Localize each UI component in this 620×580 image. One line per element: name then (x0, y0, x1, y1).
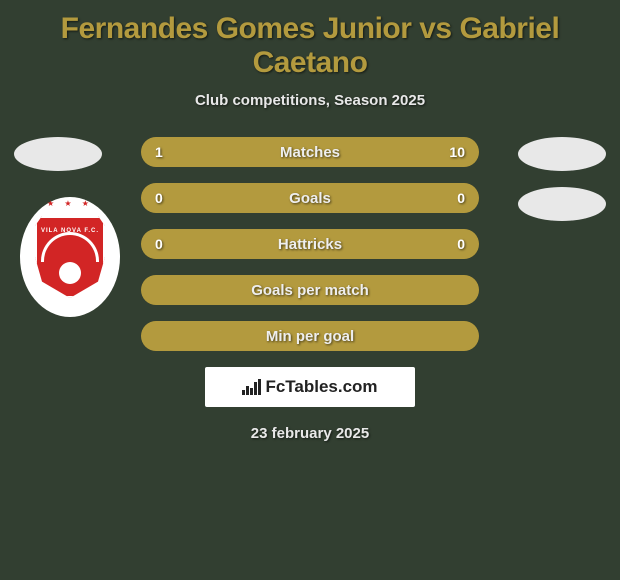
stat-row: 00Goals (141, 183, 479, 213)
stat-row: Min per goal (141, 321, 479, 351)
brand-text: FcTables.com (265, 377, 377, 397)
page-title: Fernandes Gomes Junior vs Gabriel Caetan… (0, 0, 620, 84)
bar-chart-icon (242, 379, 261, 395)
stat-label: Min per goal (141, 328, 479, 345)
stat-row: Goals per match (141, 275, 479, 305)
brand-logo[interactable]: FcTables.com (205, 367, 415, 407)
stat-bars: 110Matches 00Goals 00Hattricks Goals per ma… (141, 137, 479, 351)
stat-label: Hattricks (141, 236, 479, 253)
stat-label: Goals per match (141, 282, 479, 299)
stat-label: Matches (141, 144, 479, 161)
stat-label: Goals (141, 190, 479, 207)
player-left-avatar-placeholder (14, 137, 102, 171)
player-right-avatar-placeholder (518, 137, 606, 171)
comparison-content: ★ ★ ★ VILA NOVA F.C. 110Matches 00Goals 00… (0, 137, 620, 442)
badge-ball-icon (59, 262, 81, 284)
subtitle: Club competitions, Season 2025 (0, 92, 620, 109)
badge-stars-icon: ★ ★ ★ (47, 199, 93, 208)
footer-date: 23 february 2025 (0, 425, 620, 442)
stat-row: 00Hattricks (141, 229, 479, 259)
player-left-club-badge: ★ ★ ★ VILA NOVA F.C. (20, 197, 120, 317)
player-right-club-placeholder (518, 187, 606, 221)
stat-row: 110Matches (141, 137, 479, 167)
